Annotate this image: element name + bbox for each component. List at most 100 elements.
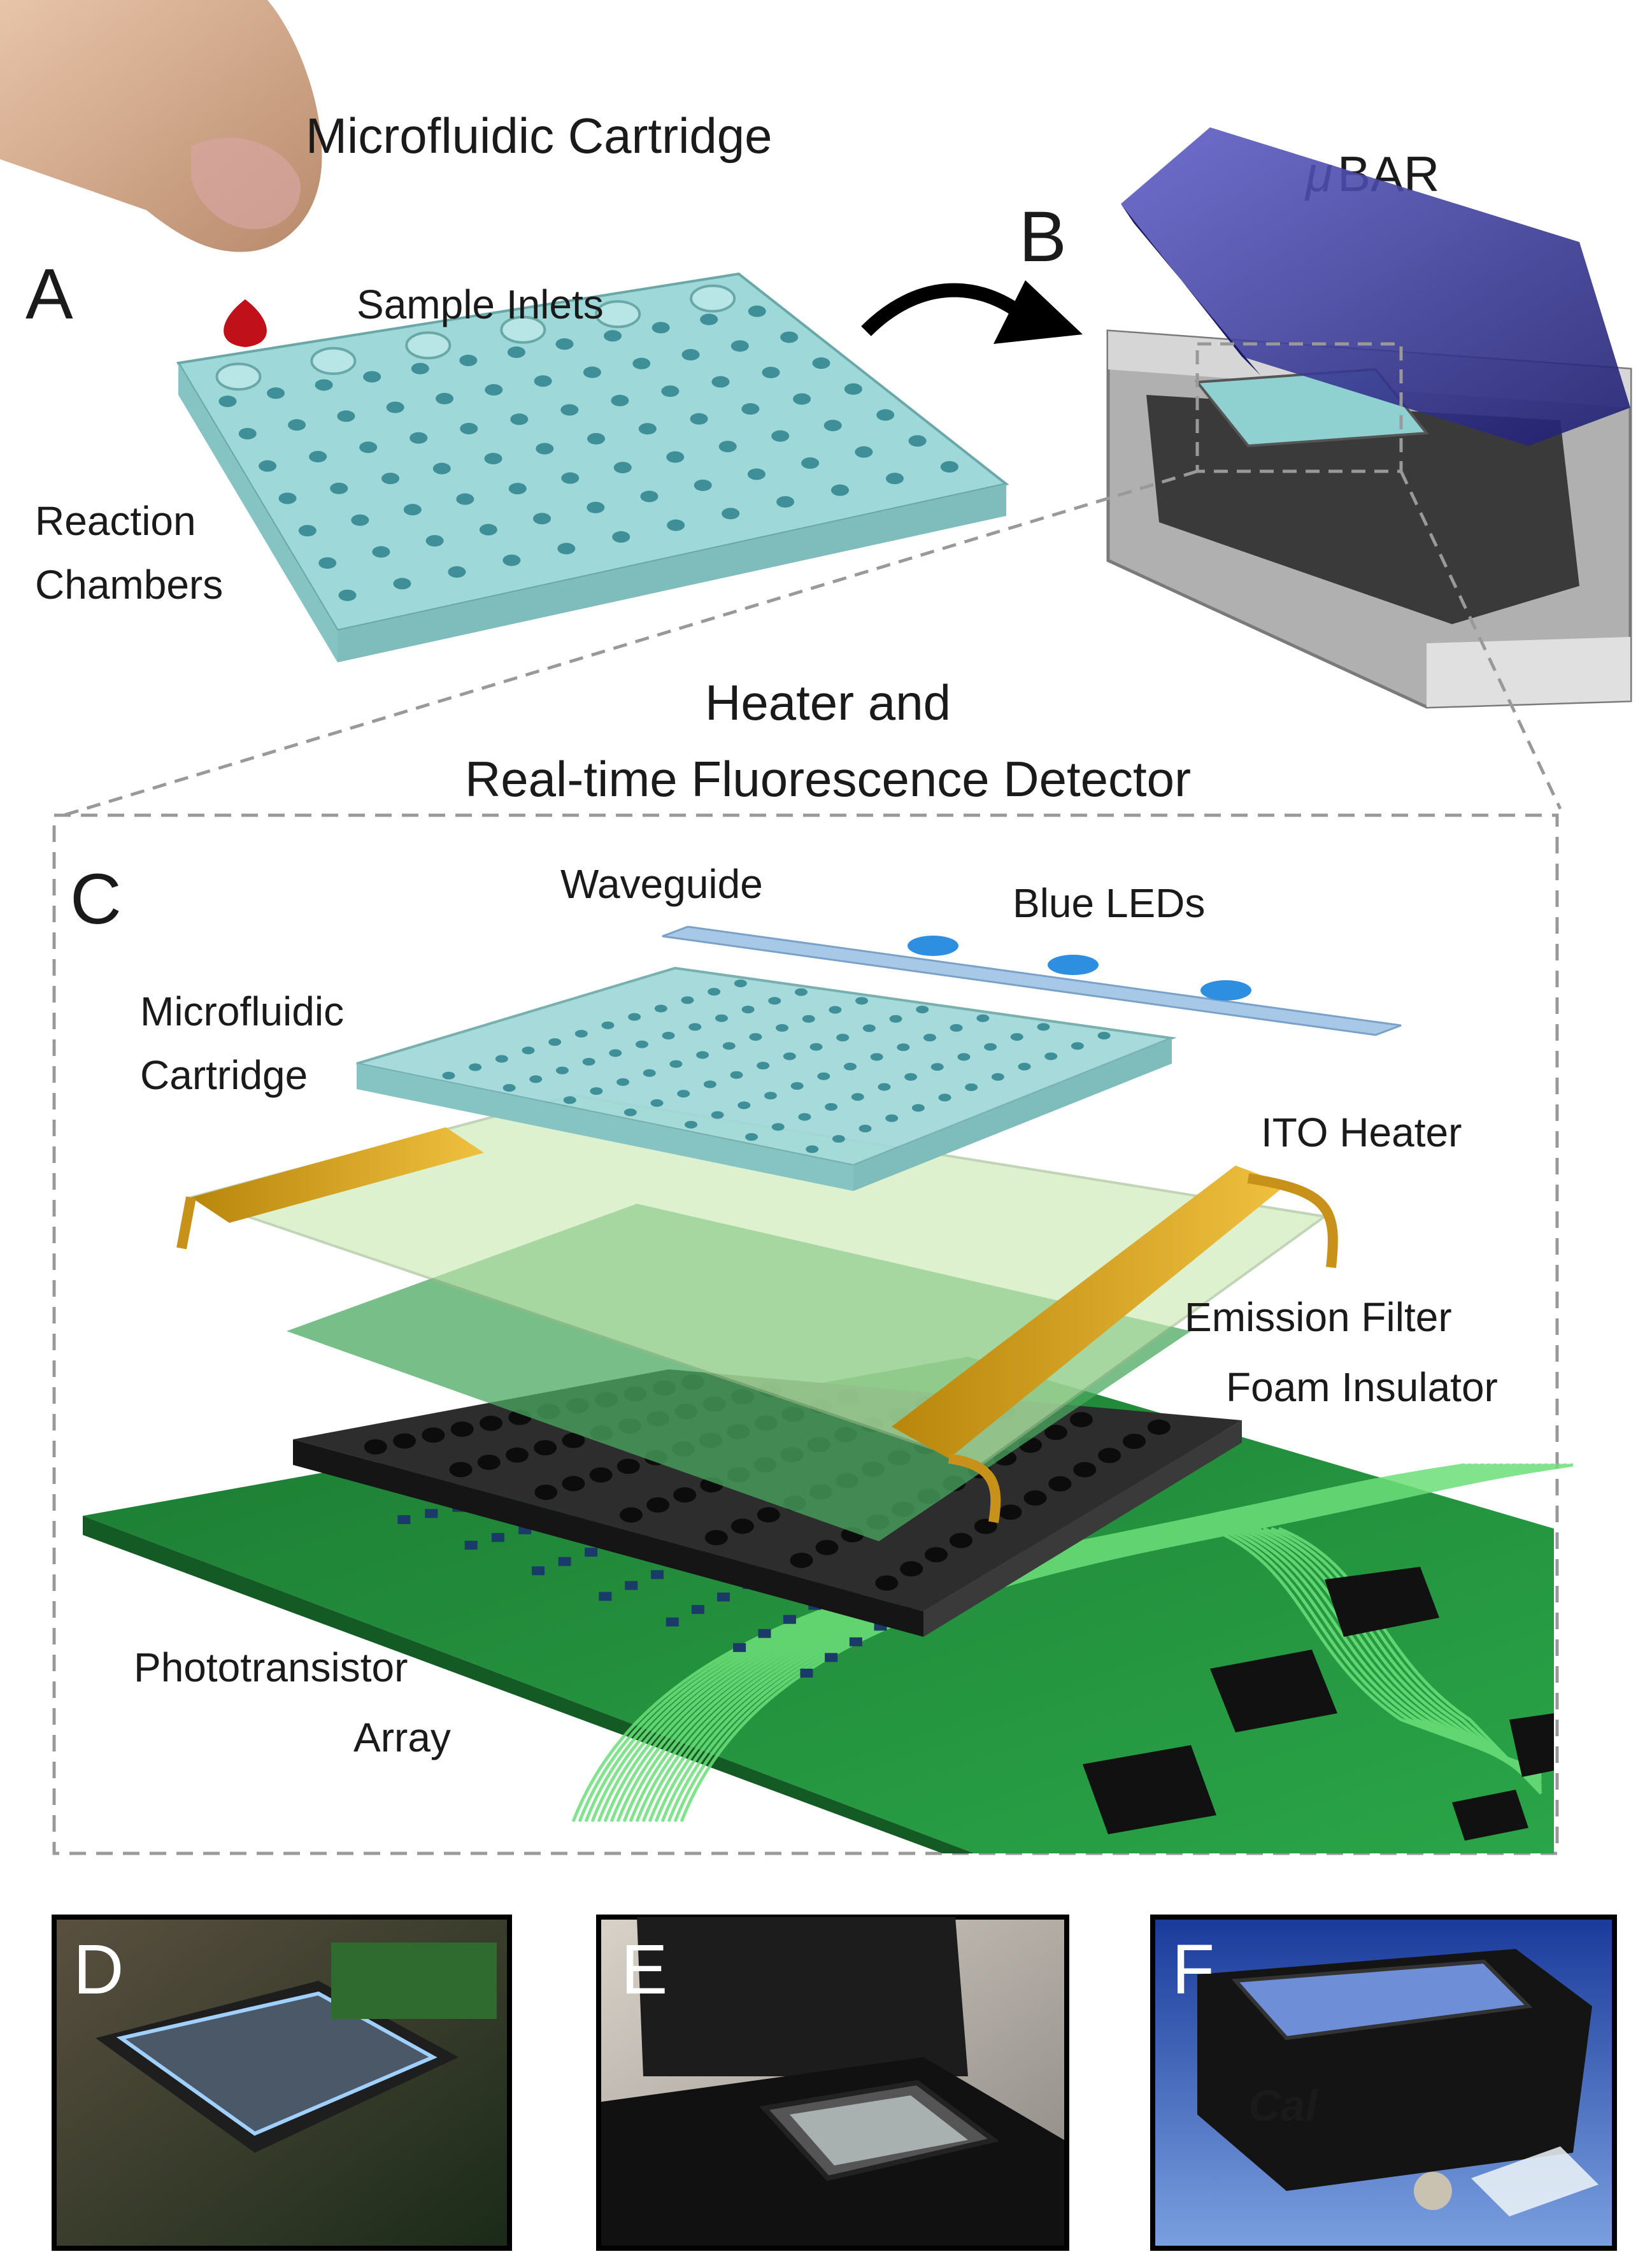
foam-hole [730, 1518, 754, 1534]
phototransistor [825, 1653, 838, 1662]
foam-hole [673, 1487, 697, 1503]
reaction-chamber [809, 1043, 823, 1051]
panel-a: A Microfluidic Cartridge Sample Inlets R… [0, 0, 1083, 662]
phototransistor-label-1: Phototransistor [134, 1644, 408, 1690]
reaction-chamber [829, 1006, 842, 1014]
reaction-chamber [363, 371, 381, 383]
reaction-chamber [681, 996, 694, 1004]
pcb-trace [1217, 1527, 1542, 1775]
pcb-trace [1225, 1527, 1542, 1778]
phototransistor [425, 1509, 438, 1518]
reaction-chamber [734, 980, 747, 988]
blue-leds-label: Blue LEDs [1013, 880, 1205, 926]
foam-hole [1023, 1490, 1047, 1506]
heading-line-2: Real-time Fluorescence Detector [465, 751, 1191, 807]
reaction-chamber [700, 313, 718, 325]
sample-inlet [500, 315, 546, 344]
reaction-chamber [469, 1063, 482, 1071]
foam-hole [1044, 1425, 1067, 1441]
reaction-chamber [747, 468, 765, 480]
reaction-chamber [318, 557, 337, 569]
reaction-chamber [425, 535, 444, 547]
reaction-chamber [771, 430, 790, 442]
foam-hole [1122, 1434, 1146, 1450]
panel-letter-e: E [621, 1930, 667, 2009]
heading-line-1: Heater and [705, 674, 951, 731]
reaction-chamber [529, 1075, 543, 1083]
phototransistor [585, 1548, 598, 1557]
reaction-chamber [640, 490, 659, 503]
foam-hole [1073, 1462, 1097, 1478]
foam-hole [364, 1439, 387, 1455]
reaction-chamber [563, 1096, 576, 1104]
reaction-chamber [561, 472, 580, 484]
reaction-chamber [690, 413, 708, 425]
reaction-chamber [1010, 1033, 1023, 1041]
reaction-chamber [878, 1083, 891, 1091]
panel-letter-f: F [1172, 1930, 1214, 2009]
reaction-chamber [748, 305, 766, 317]
reaction-chamber [386, 401, 404, 413]
reaction-chamber [638, 423, 657, 435]
reaction-chamber [823, 420, 842, 432]
reaction-chamber [643, 1069, 656, 1077]
reaction-chamber [741, 1006, 755, 1014]
cal-logo: Cal [1248, 2081, 1318, 2130]
reaction-chamber [851, 1093, 864, 1101]
foam-hole [815, 1539, 839, 1555]
reaction-chamber [1018, 1062, 1031, 1071]
panel-d: D [52, 1915, 512, 2251]
phototransistor [717, 1592, 730, 1602]
reaction-chamber [259, 460, 277, 472]
reaction-chamber [460, 422, 478, 434]
reaction-chamber [855, 997, 869, 1005]
reaction-chamber [611, 394, 629, 406]
foam-hole [757, 1507, 780, 1523]
reaction-chamber [612, 531, 630, 543]
panel-letter-d: D [73, 1930, 124, 2009]
reaction-chamber [381, 473, 400, 485]
reaction-chamber [938, 1094, 951, 1102]
reaction-chamber [885, 473, 904, 485]
phototransistor [532, 1566, 545, 1576]
panel-letter-a: A [25, 254, 73, 334]
reaction-chamber [669, 1060, 683, 1068]
reaction-chamber [965, 1083, 978, 1092]
reaction-chamber [560, 404, 579, 416]
ic-chips [1083, 1567, 1554, 1841]
reaction-chamber [557, 543, 576, 555]
chambers-label: Chambers [35, 562, 223, 608]
reaction-chamber [783, 1052, 796, 1060]
reaction-chamber [764, 1092, 777, 1100]
waveguide-label: Waveguide [560, 861, 763, 907]
foam-hole [422, 1427, 445, 1443]
reaction-chamber [911, 1104, 925, 1112]
reaction-chamber [776, 496, 795, 508]
reaction-chamber [836, 1034, 850, 1042]
reaction-chamber [703, 1080, 716, 1088]
reaction-chamber [508, 483, 527, 495]
reaction-chamber [351, 514, 369, 526]
reaction-chamber [502, 554, 521, 566]
foam-hole [616, 1459, 640, 1474]
panel-e: E [596, 1915, 1069, 2251]
reaction-chamber [298, 525, 317, 537]
reaction-chamber [309, 450, 327, 462]
finger-illustration [0, 0, 322, 252]
reaction-chamber [684, 1120, 697, 1129]
reaction-chamber [790, 1082, 804, 1090]
sample-inlet [690, 284, 736, 313]
reaction-chamber [536, 443, 554, 455]
reaction-chamber [372, 546, 390, 558]
reaction-chamber [722, 508, 740, 520]
reaction-chamber [652, 322, 670, 334]
panel-c: Heater and Real-time Fluorescence Detect… [52, 674, 1574, 1855]
pcb-trace [1232, 1527, 1542, 1780]
panel-letter-b: B [1019, 197, 1067, 276]
reaction-chamber [708, 988, 721, 996]
reaction-chamber [1071, 1042, 1084, 1050]
reaction-chamber [817, 1072, 830, 1080]
reaction-chamber [267, 387, 285, 399]
reaction-chamber [522, 1046, 535, 1055]
reaction-chamber [757, 1062, 770, 1070]
